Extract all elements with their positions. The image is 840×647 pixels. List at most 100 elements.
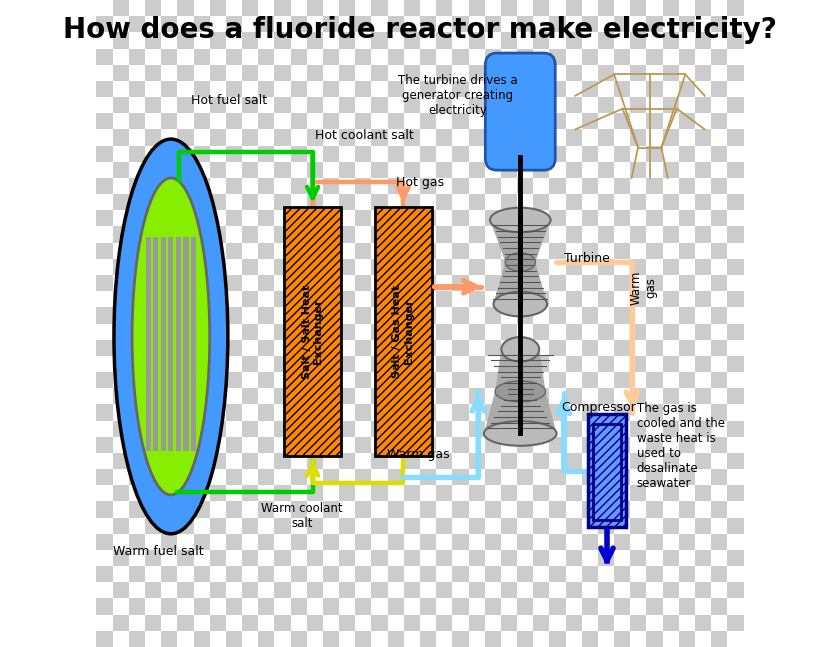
Bar [695, 437, 711, 453]
Bar [355, 437, 371, 453]
Bar [647, 129, 663, 146]
Bar [387, 566, 404, 582]
Bar [258, 453, 275, 469]
Bar [387, 453, 404, 469]
Bar [663, 324, 679, 340]
Bar [371, 210, 387, 226]
Bar [387, 437, 404, 453]
Bar [97, 49, 113, 65]
Bar [598, 518, 614, 534]
Bar [129, 178, 145, 194]
Bar [210, 388, 226, 404]
Bar [469, 582, 485, 598]
Bar [711, 485, 727, 501]
Bar [323, 372, 339, 388]
Bar [549, 226, 565, 243]
Bar [210, 307, 226, 324]
Bar [598, 259, 614, 275]
Bar [275, 598, 291, 615]
Bar [420, 485, 436, 501]
Bar [145, 566, 161, 582]
Bar [743, 631, 759, 647]
Bar [339, 16, 355, 32]
Bar [129, 566, 145, 582]
Bar [630, 49, 647, 65]
Bar [291, 0, 307, 16]
Bar [436, 97, 453, 113]
Bar [453, 291, 469, 307]
Bar [743, 501, 759, 518]
Bar [420, 32, 436, 49]
Bar [565, 582, 582, 598]
Bar [501, 275, 517, 291]
Bar [258, 307, 275, 324]
Bar [145, 243, 161, 259]
Bar [695, 582, 711, 598]
Bar [549, 162, 565, 178]
Bar [679, 97, 695, 113]
Bar [743, 598, 759, 615]
Bar [711, 550, 727, 566]
Bar [598, 372, 614, 388]
Bar [679, 243, 695, 259]
Bar [711, 437, 727, 453]
Bar [404, 113, 420, 129]
Bar [210, 162, 226, 178]
Bar [436, 550, 453, 566]
Bar [663, 340, 679, 356]
Bar [630, 162, 647, 178]
Bar [517, 243, 533, 259]
Bar [193, 631, 210, 647]
Bar [436, 81, 453, 97]
Bar [711, 356, 727, 372]
Bar [549, 534, 565, 550]
Bar [177, 81, 193, 97]
Bar [258, 518, 275, 534]
Bar [210, 113, 226, 129]
Bar [404, 404, 420, 421]
Bar [517, 566, 533, 582]
Bar [630, 356, 647, 372]
Bar [695, 81, 711, 97]
Bar [679, 598, 695, 615]
Bar [242, 518, 258, 534]
Bar [695, 178, 711, 194]
Bar [242, 485, 258, 501]
Bar [598, 162, 614, 178]
Bar [469, 388, 485, 404]
Bar [339, 210, 355, 226]
Bar [630, 469, 647, 485]
Bar [97, 0, 113, 16]
Bar [193, 81, 210, 97]
Bar [565, 421, 582, 437]
Bar [533, 469, 549, 485]
Bar [291, 291, 307, 307]
Bar [549, 566, 565, 582]
Bar [177, 49, 193, 65]
Bar [210, 81, 226, 97]
Bar [161, 469, 177, 485]
Bar [387, 146, 404, 162]
Bar [727, 49, 743, 65]
Bar [663, 243, 679, 259]
Bar [404, 210, 420, 226]
Bar [145, 324, 161, 340]
Bar [307, 275, 323, 291]
Bar [582, 598, 598, 615]
Text: Hot fuel salt: Hot fuel salt [191, 94, 267, 107]
Bar [355, 307, 371, 324]
Bar [177, 113, 193, 129]
Bar [517, 598, 533, 615]
Bar [258, 437, 275, 453]
Bar [275, 550, 291, 566]
Bar [387, 129, 404, 146]
Bar [436, 340, 453, 356]
Bar [355, 518, 371, 534]
Bar [339, 113, 355, 129]
Bar [565, 437, 582, 453]
Bar [258, 485, 275, 501]
Bar [113, 421, 129, 437]
Bar [663, 275, 679, 291]
Bar [258, 146, 275, 162]
Bar [582, 404, 598, 421]
